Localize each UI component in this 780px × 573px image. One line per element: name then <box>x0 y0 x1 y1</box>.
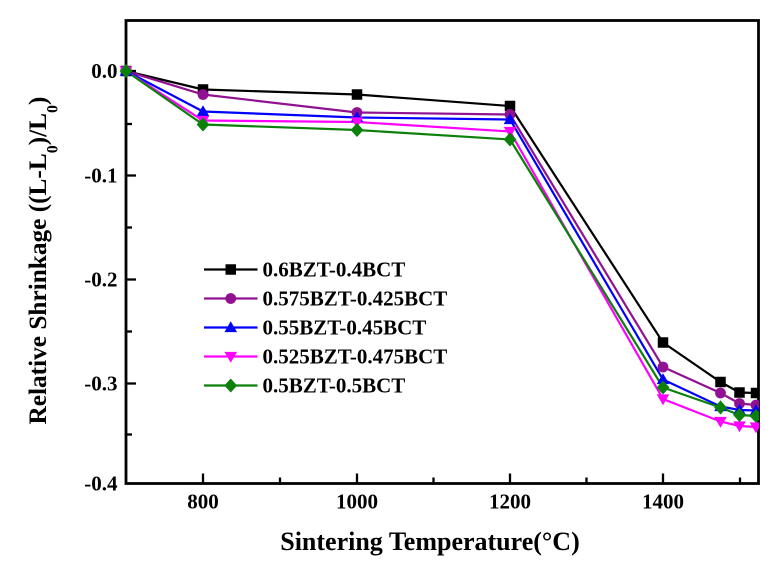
svg-text:0.525BZT-0.475BCT: 0.525BZT-0.475BCT <box>263 345 448 369</box>
svg-text:0.0: 0.0 <box>91 59 117 83</box>
svg-text:1200: 1200 <box>489 490 531 514</box>
svg-text:-0.1: -0.1 <box>84 164 117 188</box>
svg-text:800: 800 <box>187 490 219 514</box>
svg-text:Sintering Temperature(°C): Sintering Temperature(°C) <box>280 527 580 556</box>
svg-text:1000: 1000 <box>336 490 378 514</box>
svg-text:0.55BZT-0.45BCT: 0.55BZT-0.45BCT <box>263 316 427 340</box>
svg-text:1400: 1400 <box>642 490 684 514</box>
svg-text:-0.4: -0.4 <box>84 472 118 496</box>
svg-text:0.5BZT-0.5BCT: 0.5BZT-0.5BCT <box>263 374 406 398</box>
svg-text:-0.3: -0.3 <box>84 372 117 396</box>
svg-text:-0.2: -0.2 <box>84 268 117 292</box>
svg-text:0.6BZT-0.4BCT: 0.6BZT-0.4BCT <box>263 258 406 282</box>
svg-text:0.575BZT-0.425BCT: 0.575BZT-0.425BCT <box>263 287 448 311</box>
